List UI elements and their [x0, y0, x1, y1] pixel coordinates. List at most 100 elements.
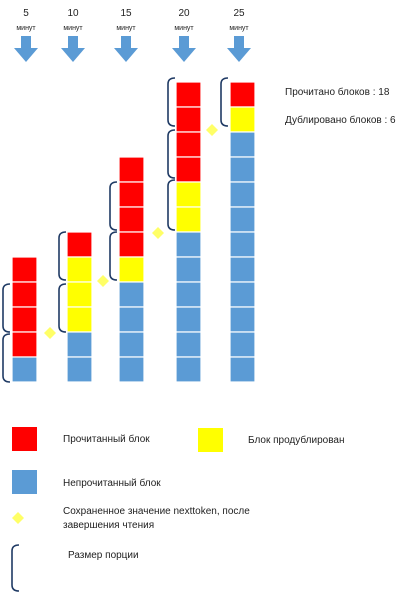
read-block [118, 231, 145, 258]
read-block [175, 81, 202, 108]
legend-unread-label: Непрочитанный блок [63, 477, 161, 489]
bracket-icon [58, 231, 67, 281]
legend-read-swatch [12, 427, 37, 451]
unread-block [229, 181, 256, 208]
legend-duplicate-label: Блок продублирован [248, 434, 344, 446]
unread-block [118, 281, 145, 308]
legend-read-label: Прочитанный блок [63, 433, 150, 445]
duplicate-block [66, 256, 93, 283]
read-block [175, 131, 202, 158]
unread-block [66, 331, 93, 358]
read-block [11, 306, 38, 333]
unread-block [229, 131, 256, 158]
read-block [11, 281, 38, 308]
down-arrow-icon [61, 36, 85, 62]
legend-portion-label: Размер порции [68, 550, 139, 561]
legend-unread-swatch [12, 470, 37, 494]
interval-minutes: 20 [178, 8, 190, 19]
interval-unit: минут [63, 25, 83, 32]
duplicate-block [66, 306, 93, 333]
unread-block [175, 331, 202, 358]
unread-block [175, 356, 202, 383]
unread-block [66, 356, 93, 383]
duplicate-block [175, 181, 202, 208]
read-block [66, 231, 93, 258]
bracket-icon [220, 77, 229, 127]
interval-20: 20 минут [172, 8, 196, 62]
block-column [118, 156, 145, 383]
unread-block [229, 231, 256, 258]
interval-unit: минут [116, 25, 136, 32]
down-arrow-icon [114, 36, 138, 62]
read-block [175, 156, 202, 183]
read-blocks-count: Прочитано блоков : 18 [285, 86, 390, 98]
diamond-icon [97, 275, 109, 287]
read-block [229, 81, 256, 108]
unread-block [118, 306, 145, 333]
duplicate-block [118, 256, 145, 283]
portion-brackets [2, 77, 229, 383]
diamond-icon [44, 327, 56, 339]
unread-block [175, 281, 202, 308]
bracket-icon [2, 333, 11, 383]
unread-block [229, 306, 256, 333]
block-columns [11, 81, 256, 383]
duplicated-blocks-count: Дублировано блоков : 6 [285, 114, 396, 126]
unread-block [118, 331, 145, 358]
legend-token-label-line1: Сохраненное значение nexttoken, после [63, 506, 250, 517]
read-block [11, 331, 38, 358]
down-arrow-icon [14, 36, 38, 62]
diamond-icon [152, 227, 164, 239]
unread-block [11, 356, 38, 383]
interval-minutes: 5 [23, 8, 29, 19]
unread-block [229, 356, 256, 383]
unread-block [229, 206, 256, 233]
interval-minutes: 15 [120, 8, 132, 19]
bracket-icon [109, 231, 118, 281]
duplicate-block [229, 106, 256, 133]
bracket-icon [58, 283, 67, 333]
unread-block [175, 231, 202, 258]
read-block [118, 156, 145, 183]
bracket-icon [109, 181, 118, 231]
legend-duplicate-swatch [198, 428, 223, 452]
bracket-icon [2, 283, 11, 333]
interval-unit: минут [229, 25, 249, 32]
legend-diamond-icon [12, 512, 24, 524]
interval-minutes: 10 [67, 8, 79, 19]
unread-block [229, 256, 256, 283]
duplicate-block [175, 206, 202, 233]
unread-block [175, 306, 202, 333]
bracket-icon [167, 77, 176, 127]
interval-15: 15 минут [114, 8, 138, 62]
interval-unit: минут [174, 25, 194, 32]
block-column [229, 81, 256, 383]
block-column [11, 256, 38, 383]
bracket-icon [167, 129, 176, 179]
diamond-icon [206, 124, 218, 136]
down-arrow-icon [172, 36, 196, 62]
read-block [118, 181, 145, 208]
interval-25: 25 минут [227, 8, 251, 62]
read-block [175, 106, 202, 133]
legend: Прочитанный блок Блок продублирован Непр… [11, 427, 344, 592]
read-block [11, 256, 38, 283]
interval-unit: минут [16, 25, 36, 32]
legend-token-label-line2: завершения чтения [63, 520, 154, 531]
duplicate-block [66, 281, 93, 308]
interval-5: 5 минут [14, 8, 38, 62]
unread-block [118, 356, 145, 383]
unread-block [175, 256, 202, 283]
down-arrow-icon [227, 36, 251, 62]
unread-block [229, 281, 256, 308]
unread-block [229, 156, 256, 183]
bracket-icon [167, 179, 176, 231]
interval-minutes: 25 [233, 8, 245, 19]
read-block [118, 206, 145, 233]
legend-bracket-icon [11, 544, 20, 592]
block-column [175, 81, 202, 383]
nexttoken-markers [44, 124, 218, 339]
block-column [66, 231, 93, 383]
unread-block [229, 331, 256, 358]
